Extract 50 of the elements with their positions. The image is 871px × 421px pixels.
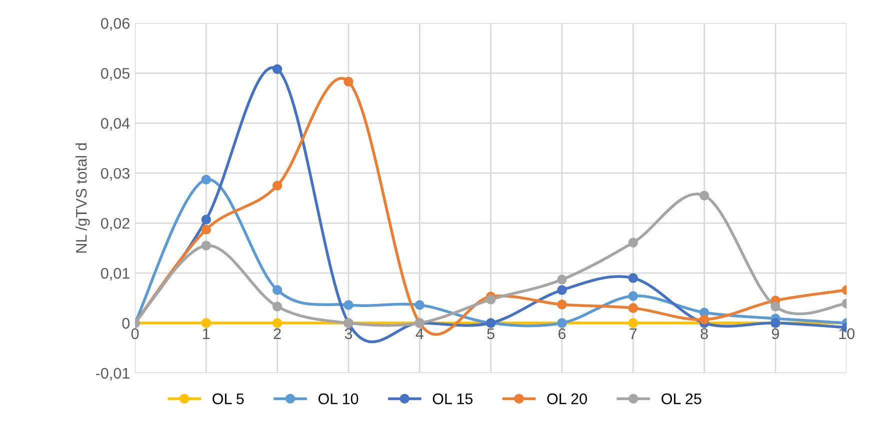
point <box>557 300 567 310</box>
point <box>628 291 638 301</box>
x-tick-label: 7 <box>630 328 637 339</box>
y-tick-label: 0,05 <box>101 68 130 81</box>
point <box>272 285 282 295</box>
y-tick-label: 0,04 <box>101 118 130 131</box>
x-tick-label: 3 <box>344 328 352 340</box>
x-tick-label: 10 <box>839 328 855 340</box>
legend-label: OL 15 <box>432 393 473 404</box>
point <box>486 294 496 304</box>
legend-label: OL 10 <box>318 393 358 404</box>
legend-label: OL 20 <box>547 393 587 404</box>
point <box>414 300 425 310</box>
point <box>628 273 638 283</box>
point <box>201 240 212 250</box>
x-tick-label: 5 <box>487 328 494 340</box>
point <box>628 238 638 248</box>
point <box>344 76 354 86</box>
point <box>344 300 354 310</box>
point <box>272 302 282 312</box>
x-tick-label: 0 <box>131 328 139 340</box>
y-tick-label: 0 <box>122 318 130 329</box>
y-axis-title: NL /gTVS total d <box>76 143 90 253</box>
point <box>699 190 710 200</box>
point <box>201 174 212 184</box>
point <box>272 318 282 328</box>
point <box>201 214 212 224</box>
legend-label: OL 5 <box>212 393 244 404</box>
y-tick-label: 0,06 <box>101 18 130 31</box>
x-tick-label: 1 <box>203 328 210 339</box>
y-tick-label: 0,03 <box>101 168 130 181</box>
point <box>770 302 780 312</box>
y-tick-label: 0,01 <box>101 268 130 281</box>
point <box>628 318 638 328</box>
point <box>201 224 212 234</box>
x-tick-label: 4 <box>416 328 424 339</box>
point <box>628 303 638 313</box>
x-tick-label: 9 <box>772 328 779 340</box>
y-tick-label: 0,02 <box>101 218 130 231</box>
point <box>272 180 282 190</box>
legend-label: OL 25 <box>662 393 702 404</box>
point <box>201 318 212 328</box>
point <box>272 64 282 74</box>
point <box>699 314 710 324</box>
point <box>557 274 567 284</box>
x-tick-label: 6 <box>558 328 566 340</box>
x-tick-label: 8 <box>700 328 708 340</box>
point <box>557 285 567 295</box>
x-tick-label: 2 <box>274 328 281 339</box>
y-tick-label: -0,01 <box>96 368 130 380</box>
